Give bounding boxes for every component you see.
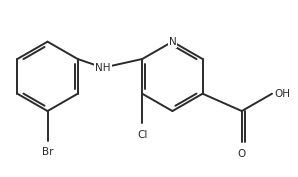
Text: Cl: Cl xyxy=(137,130,148,140)
Text: O: O xyxy=(238,149,246,159)
Text: NH: NH xyxy=(95,63,111,73)
Text: N: N xyxy=(169,37,176,47)
Text: Br: Br xyxy=(42,147,53,158)
Text: OH: OH xyxy=(275,89,291,99)
